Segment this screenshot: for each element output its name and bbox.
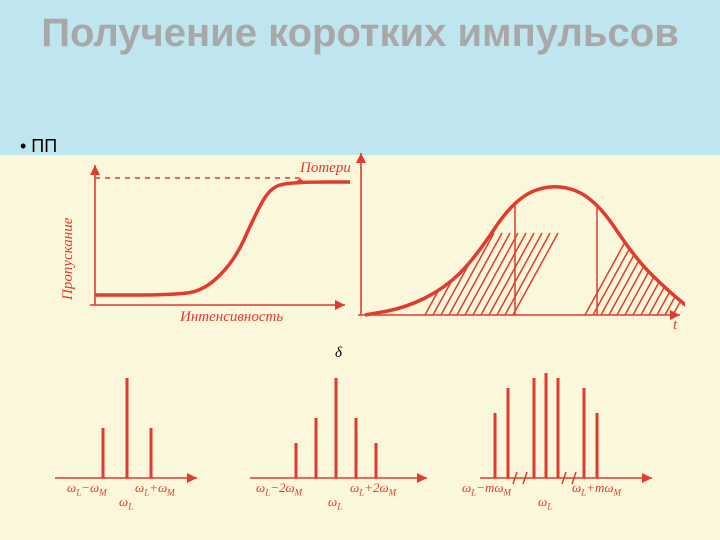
spectrum-label: ωL−mωM (462, 480, 511, 498)
spectrum-center-label: ωL (119, 494, 133, 512)
spectrum-label: ωL−ωM (67, 480, 107, 498)
spectrum-label: ωL+ωM (135, 480, 175, 498)
svg-text:Потери: Потери (299, 160, 350, 176)
spectrum-label: ωL−2ωM (256, 480, 302, 498)
spectrum-center-label: ωL (328, 494, 342, 512)
spectrum-center-label: ωL (538, 494, 552, 512)
y-axis-label: Пропускание (60, 218, 77, 300)
spectrum-label: ωL+2ωM (350, 480, 396, 498)
svg-text:t: t (673, 317, 678, 330)
pulse-chart: t (355, 148, 685, 330)
transmission-chart: Потери (80, 160, 350, 330)
bullet-text: • ПП (20, 136, 57, 157)
page-title: Получение коротких импульсов (0, 10, 720, 56)
x-axis-label: Интенсивность (180, 309, 283, 326)
spectrum-label: ωL+mωM (572, 480, 621, 498)
delta-label: δ (335, 345, 342, 362)
